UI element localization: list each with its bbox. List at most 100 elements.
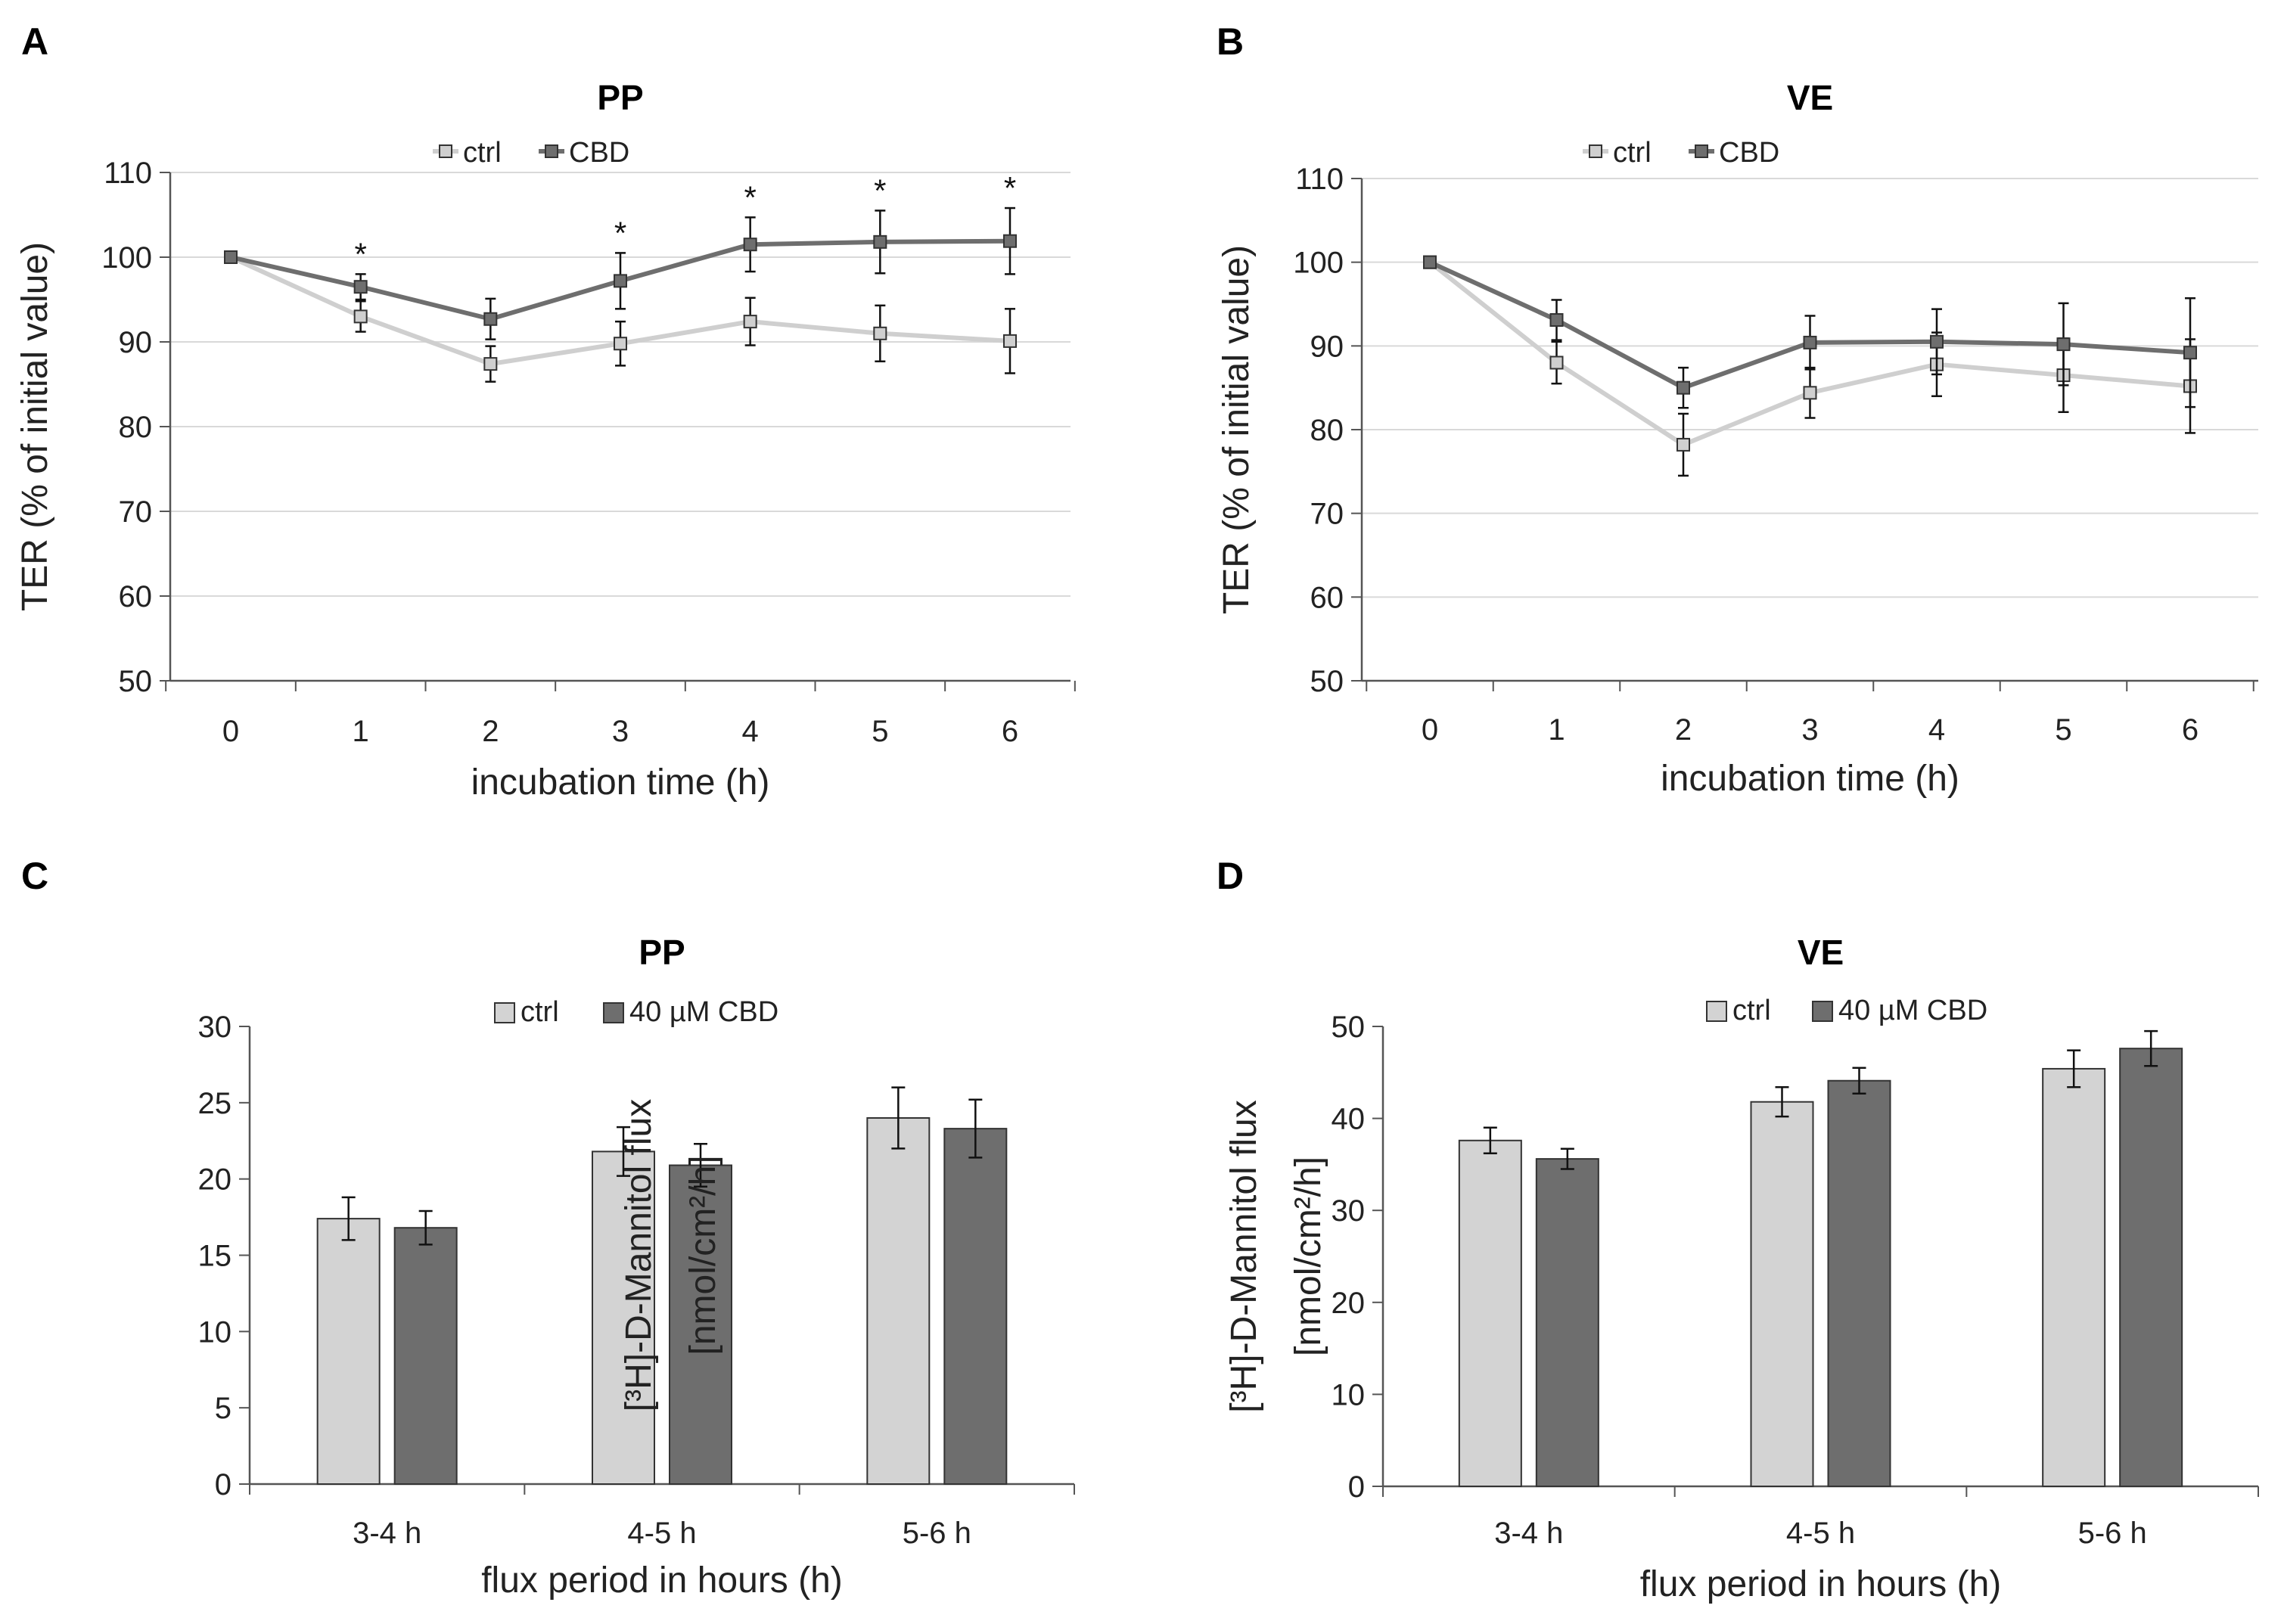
data-point-cbd xyxy=(483,312,498,326)
legend-swatch-ctrl xyxy=(494,1002,515,1023)
panel-letter-b: B xyxy=(1217,20,1244,63)
data-point-cbd xyxy=(2183,346,2197,360)
y-tick-label: 30 xyxy=(198,1011,232,1044)
x-tick-label: 5 xyxy=(872,715,888,748)
chart-title: VE xyxy=(1798,933,1844,972)
data-point-ctrl xyxy=(1803,386,1817,400)
data-point-cbd xyxy=(743,238,757,252)
data-point-ctrl xyxy=(483,357,498,371)
y-axis-label: TER (% of initial value) xyxy=(1217,245,1257,614)
bar-ctrl xyxy=(866,1117,931,1485)
chart-title: PP xyxy=(597,78,643,117)
legend-marker-cbd xyxy=(545,144,558,158)
bar-ctrl xyxy=(1750,1101,1814,1488)
legend-label-ctrl: ctrl xyxy=(463,137,502,169)
x-tick-label: 3-4 h xyxy=(353,1517,421,1550)
y-tick-label: 70 xyxy=(1310,498,1344,531)
data-point-ctrl xyxy=(743,315,757,329)
data-point-cbd xyxy=(1930,334,1944,349)
data-point-cbd xyxy=(1803,335,1817,349)
y-tick-label: 0 xyxy=(215,1468,232,1501)
data-point-ctrl xyxy=(1003,334,1017,348)
x-tick-label: 2 xyxy=(1675,713,1692,747)
data-point-ctrl xyxy=(1549,356,1564,370)
legend-label-cbd: CBD xyxy=(1719,137,1779,169)
legend-label-cbd: CBD xyxy=(569,137,629,169)
bar-cbd xyxy=(1827,1079,1891,1487)
data-point-ctrl xyxy=(873,326,887,340)
legend-label-ctrl: ctrl xyxy=(1613,137,1652,169)
y-tick-label: 50 xyxy=(1310,665,1344,698)
y-tick-label: 50 xyxy=(119,665,153,698)
y-axis-label-line1: [³H]-D-Mannitol flux xyxy=(619,1099,659,1411)
chart-a-pp-ter: 50 60 70 80 90 100 110 0 1 2 3 4 5 6 * * * * * PP ctrl CBD inc… xyxy=(15,78,1076,803)
y-tick-label: 10 xyxy=(198,1315,232,1349)
bar-ctrl xyxy=(316,1218,381,1485)
data-point-cbd xyxy=(1676,380,1690,395)
data-point-cbd xyxy=(873,234,887,249)
legend-label-cbd: 40 µM CBD xyxy=(1838,995,1987,1026)
chart-d-ve-flux: 0 10 20 30 40 50 3-4 h 4-5 h 5-6 h VE ctrl 40 µM CB… xyxy=(1224,933,2259,1604)
data-point-cbd xyxy=(353,280,368,294)
y-tick-label: 15 xyxy=(198,1240,232,1273)
y-tick-label: 100 xyxy=(101,241,152,275)
x-tick-label: 6 xyxy=(2182,713,2199,747)
y-tick-label: 30 xyxy=(1332,1194,1366,1228)
y-tick-label: 50 xyxy=(1332,1011,1366,1044)
y-tick-label: 90 xyxy=(119,326,153,359)
x-tick-label: 4 xyxy=(742,715,759,748)
significance-asterisk: * xyxy=(874,172,886,208)
bar-ctrl xyxy=(2042,1067,2106,1488)
significance-asterisk: * xyxy=(1004,170,1016,206)
legend-swatch-ctrl xyxy=(1706,1001,1727,1022)
legend-marker-ctrl xyxy=(439,144,452,158)
data-point-cbd xyxy=(1423,255,1437,269)
y-tick-label: 90 xyxy=(1310,330,1344,363)
x-axis-label: flux period in hours (h) xyxy=(481,1560,843,1601)
y-tick-label: 25 xyxy=(198,1087,232,1120)
y-tick-label: 5 xyxy=(215,1392,232,1425)
x-tick-label: 4-5 h xyxy=(627,1517,696,1550)
x-tick-label: 3 xyxy=(1801,713,1818,747)
y-tick-label: 10 xyxy=(1332,1378,1366,1411)
x-tick-label: 0 xyxy=(1422,713,1438,747)
panel-letter-a: A xyxy=(21,20,48,63)
bar-ctrl xyxy=(1458,1139,1522,1488)
x-axis-label: flux period in hours (h) xyxy=(1640,1564,2002,1604)
x-tick-label: 1 xyxy=(1548,713,1565,747)
chart-title: PP xyxy=(639,933,685,972)
chart-c-pp-flux: 0 5 10 15 20 25 30 3-4 h 4-5 h 5-6 h PP ctrl 40 µM C… xyxy=(198,933,1075,1601)
y-tick-label: 20 xyxy=(198,1163,232,1197)
bar-cbd xyxy=(2119,1048,2183,1487)
x-tick-label: 0 xyxy=(222,715,239,748)
y-axis-label-line2: [nmol/cm²/h] xyxy=(1288,1157,1328,1356)
y-tick-label: 20 xyxy=(1332,1287,1366,1320)
x-axis-label: incubation time (h) xyxy=(1661,759,1959,799)
x-tick-label: 2 xyxy=(482,715,499,748)
x-tick-label: 5-6 h xyxy=(2078,1517,2147,1550)
y-tick-label: 60 xyxy=(1310,581,1344,614)
y-tick-label: 110 xyxy=(104,157,152,190)
data-point-cbd xyxy=(1549,313,1564,328)
legend-swatch-cbd xyxy=(1812,1001,1833,1022)
data-point-cbd xyxy=(224,250,238,264)
data-point-cbd xyxy=(614,274,627,288)
bar-cbd xyxy=(669,1164,732,1486)
chart-b-ve-ter: 50 60 70 80 90 100 110 0 1 2 3 4 5 6 VE ctrl CBD incubati… xyxy=(1217,78,2258,799)
y-tick-label: 60 xyxy=(119,580,153,613)
panel-letter-c: C xyxy=(21,855,48,897)
data-point-ctrl xyxy=(353,309,368,324)
y-tick-label: 80 xyxy=(1310,414,1344,447)
legend-label-ctrl: ctrl xyxy=(1732,995,1771,1026)
y-tick-label: 0 xyxy=(1348,1470,1365,1504)
y-tick-label: 80 xyxy=(119,411,153,444)
significance-asterisk: * xyxy=(744,179,756,215)
legend-marker-ctrl xyxy=(1589,144,1602,158)
bar-ctrl xyxy=(592,1150,655,1486)
legend-marker-cbd xyxy=(1695,144,1708,158)
x-axis-label: incubation time (h) xyxy=(471,762,770,803)
y-axis-label-line1: [³H]-D-Mannitol flux xyxy=(1224,1100,1264,1412)
significance-asterisk: * xyxy=(354,236,366,272)
data-point-ctrl xyxy=(1676,437,1690,452)
